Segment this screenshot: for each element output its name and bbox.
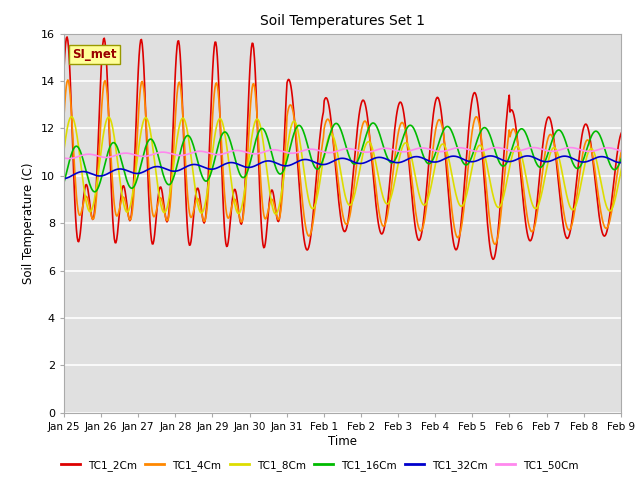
TC1_32Cm [291, 160, 299, 166]
TC1_16Cm [424, 161, 432, 167]
TC1_32Cm [130, 170, 138, 176]
TC1_4Cm [423, 198, 431, 204]
Line: TC1_8Cm: TC1_8Cm [64, 117, 640, 214]
TC1_50Cm [292, 150, 300, 156]
TC1_2Cm [456, 227, 464, 232]
Line: TC1_2Cm: TC1_2Cm [64, 37, 640, 259]
TC1_8Cm [271, 211, 279, 217]
TC1_32Cm [456, 155, 463, 160]
TC1_16Cm [91, 189, 99, 195]
TC1_2Cm [269, 190, 277, 195]
TC1_4Cm [60, 113, 68, 119]
TC1_50Cm [60, 155, 68, 161]
Line: TC1_32Cm: TC1_32Cm [64, 156, 640, 179]
TC1_8Cm [68, 114, 76, 120]
Y-axis label: Soil Temperature (C): Soil Temperature (C) [22, 162, 35, 284]
TC1_8Cm [458, 204, 465, 209]
TC1_32Cm [60, 176, 68, 181]
TC1_50Cm [529, 144, 537, 150]
TC1_2Cm [423, 179, 431, 185]
TC1_32Cm [524, 153, 532, 159]
TC1_50Cm [269, 147, 277, 153]
TC1_4Cm [131, 182, 138, 188]
TC1_50Cm [240, 149, 248, 155]
TC1_8Cm [131, 178, 138, 183]
TC1_50Cm [65, 156, 72, 161]
TC1_16Cm [240, 175, 248, 180]
TC1_16Cm [131, 183, 138, 189]
TC1_16Cm [458, 156, 465, 162]
TC1_50Cm [131, 152, 138, 157]
Line: TC1_50Cm: TC1_50Cm [64, 147, 640, 158]
TC1_50Cm [456, 145, 464, 151]
Title: Soil Temperatures Set 1: Soil Temperatures Set 1 [260, 14, 425, 28]
TC1_50Cm [423, 145, 431, 151]
TC1_8Cm [292, 121, 300, 127]
TC1_16Cm [292, 127, 300, 132]
TC1_16Cm [269, 156, 277, 162]
TC1_32Cm [268, 159, 276, 165]
TC1_32Cm [422, 157, 430, 163]
TC1_4Cm [456, 229, 464, 235]
TC1_2Cm [489, 256, 497, 262]
TC1_16Cm [369, 120, 377, 126]
TC1_2Cm [60, 66, 68, 72]
Text: SI_met: SI_met [72, 48, 117, 61]
TC1_4Cm [269, 198, 277, 204]
Line: TC1_4Cm: TC1_4Cm [64, 80, 640, 244]
TC1_2Cm [240, 206, 248, 212]
TC1_8Cm [424, 196, 432, 202]
X-axis label: Time: Time [328, 434, 357, 448]
TC1_4Cm [240, 211, 248, 216]
TC1_4Cm [64, 77, 72, 83]
TC1_4Cm [292, 126, 300, 132]
TC1_4Cm [492, 241, 499, 247]
TC1_2Cm [292, 131, 300, 136]
Legend: TC1_2Cm, TC1_4Cm, TC1_8Cm, TC1_16Cm, TC1_32Cm, TC1_50Cm: TC1_2Cm, TC1_4Cm, TC1_8Cm, TC1_16Cm, TC1… [57, 456, 583, 475]
TC1_8Cm [269, 206, 277, 212]
Line: TC1_16Cm: TC1_16Cm [64, 123, 640, 192]
TC1_2Cm [131, 161, 138, 167]
TC1_8Cm [60, 147, 68, 153]
TC1_16Cm [60, 180, 68, 185]
TC1_2Cm [63, 34, 71, 40]
TC1_8Cm [240, 194, 248, 200]
TC1_32Cm [239, 163, 246, 169]
